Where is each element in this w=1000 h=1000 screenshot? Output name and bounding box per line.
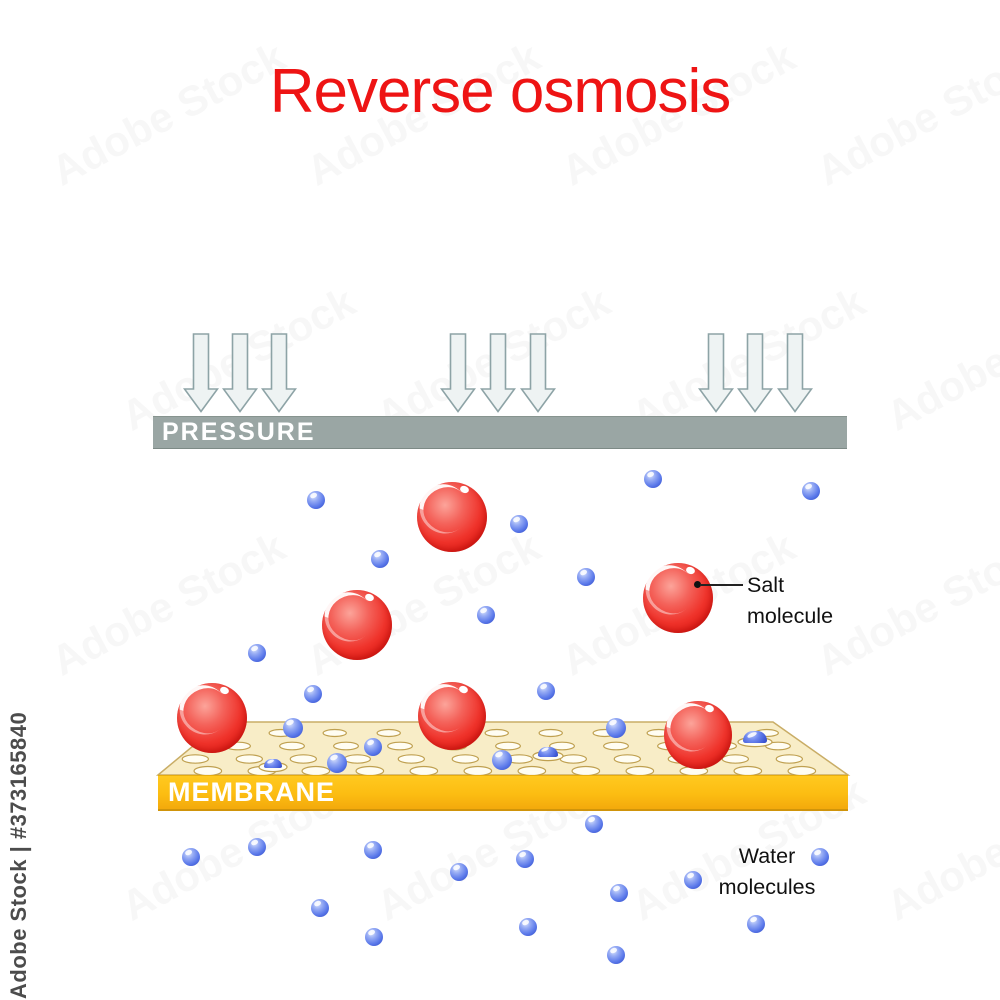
water-molecule bbox=[607, 946, 625, 964]
membrane-hole bbox=[397, 754, 426, 764]
membrane-hole bbox=[333, 741, 359, 751]
membrane-hole bbox=[322, 728, 347, 738]
pressure-arrow-icon bbox=[737, 333, 773, 413]
membrane-hole bbox=[441, 741, 467, 751]
pressure-label: PRESSURE bbox=[162, 418, 316, 446]
water-molecule bbox=[510, 515, 528, 533]
membrane-hole bbox=[667, 754, 696, 764]
pressure-arrow-icon bbox=[520, 333, 556, 413]
membrane-hole bbox=[613, 754, 642, 764]
pressure-arrow-icon bbox=[261, 333, 297, 413]
pressure-arrow-icon bbox=[698, 333, 734, 413]
membrane-hole bbox=[700, 728, 725, 738]
membrane-hole bbox=[592, 728, 617, 738]
membrane-hole bbox=[721, 754, 750, 764]
watermark-tile-text: Adobe Stock bbox=[43, 522, 293, 685]
water-molecule bbox=[747, 915, 765, 933]
water-molecule bbox=[304, 685, 322, 703]
water-molecule bbox=[516, 850, 534, 868]
pressure-arrow-icon bbox=[777, 333, 813, 413]
membrane-hole bbox=[538, 728, 563, 738]
membrane-hole bbox=[430, 728, 455, 738]
pressure-arrow-icon bbox=[222, 333, 258, 413]
water-molecule bbox=[248, 838, 266, 856]
watermark-tile-text: Adobe Stock bbox=[298, 522, 548, 685]
water-molecule bbox=[450, 863, 468, 881]
water-molecule bbox=[248, 644, 266, 662]
salt-molecule-label: Salt molecule bbox=[747, 570, 833, 632]
membrane-hole bbox=[737, 736, 773, 748]
membrane-top-surface bbox=[155, 721, 851, 777]
water-molecule bbox=[311, 899, 329, 917]
water-molecule bbox=[365, 928, 383, 946]
water-molecule bbox=[684, 871, 702, 889]
watermark-credit: Adobe Stock | #373165840 bbox=[6, 711, 31, 999]
water-molecule bbox=[537, 682, 555, 700]
watermark-tile-text: Adobe Stock bbox=[808, 522, 1000, 685]
water-molecule bbox=[519, 918, 537, 936]
salt-label-line2: molecule bbox=[747, 604, 834, 628]
membrane-hole bbox=[279, 741, 305, 751]
water-molecule bbox=[364, 841, 382, 859]
water-molecule bbox=[577, 568, 595, 586]
salt-molecule bbox=[322, 590, 392, 660]
membrane-hole bbox=[532, 750, 564, 762]
membrane-hole bbox=[451, 754, 480, 764]
pressure-arrow-icon bbox=[480, 333, 516, 413]
pressure-bar: PRESSURE bbox=[153, 416, 847, 449]
water-molecule bbox=[307, 491, 325, 509]
water-label-line2: molecules bbox=[718, 875, 816, 899]
membrane-hole bbox=[711, 741, 737, 751]
membrane-hole bbox=[549, 741, 575, 751]
membrane-label: MEMBRANE bbox=[168, 777, 335, 807]
membrane-hole bbox=[387, 741, 413, 751]
salt-callout-line bbox=[700, 584, 743, 586]
membrane-hole bbox=[495, 741, 521, 751]
membrane-hole bbox=[214, 728, 239, 738]
membrane-hole bbox=[268, 728, 293, 738]
membrane-hole bbox=[603, 741, 629, 751]
pressure-arrow-icon bbox=[183, 333, 219, 413]
salt-molecule bbox=[643, 563, 713, 633]
membrane-hole bbox=[181, 754, 210, 764]
membrane-front-face: MEMBRANE bbox=[158, 775, 848, 811]
membrane-hole bbox=[343, 754, 372, 764]
membrane-hole bbox=[646, 728, 671, 738]
water-molecules-label: Water molecules bbox=[701, 841, 833, 903]
membrane-hole bbox=[559, 754, 588, 764]
membrane-hole bbox=[376, 728, 401, 738]
salt-label-line1: Salt bbox=[747, 573, 785, 597]
membrane-hole bbox=[775, 754, 804, 764]
membrane-hole bbox=[505, 754, 534, 764]
diagram-title: Reverse osmosis bbox=[269, 57, 731, 126]
pressure-arrow-icon bbox=[440, 333, 476, 413]
water-molecule bbox=[644, 470, 662, 488]
watermark-tile-text: Adobe Stock bbox=[878, 278, 1000, 440]
water-label-line1: Water bbox=[738, 844, 796, 868]
membrane-hole bbox=[754, 728, 779, 738]
watermark-tile-text: Adobe Stock bbox=[878, 768, 1000, 930]
membrane-hole bbox=[235, 754, 264, 764]
membrane-hole bbox=[657, 741, 683, 751]
salt-molecule bbox=[417, 482, 487, 552]
membrane-hole bbox=[289, 754, 318, 764]
water-molecule bbox=[477, 606, 495, 624]
membrane-hole bbox=[484, 728, 509, 738]
water-molecule bbox=[371, 550, 389, 568]
membrane-hole bbox=[225, 741, 251, 751]
membrane-hole bbox=[258, 761, 288, 773]
water-molecule bbox=[182, 848, 200, 866]
water-molecule bbox=[610, 884, 628, 902]
water-molecule bbox=[802, 482, 820, 500]
water-molecule bbox=[585, 815, 603, 833]
